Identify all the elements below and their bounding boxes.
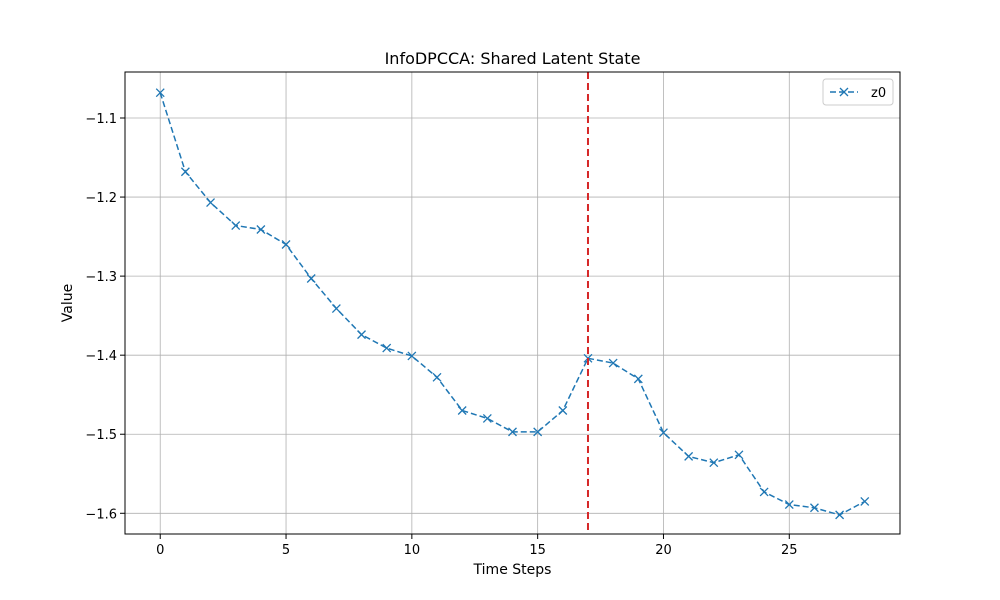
- axis-ticks: 0 5 10 15 20 25 −1.6 −1.5 −1.4 −1.3 −1.2 −1.1: [85, 112, 797, 558]
- data-point-marker: [331, 304, 341, 313]
- plot-data: [155, 72, 870, 534]
- data-point-marker: [256, 225, 266, 234]
- y-tick-label: −1.6: [85, 507, 117, 522]
- data-point-marker: [231, 221, 241, 230]
- legend-marker-z0: [839, 87, 849, 97]
- legend-marker-x: [839, 87, 849, 97]
- data-point-marker: [734, 450, 744, 460]
- data-point-marker: [759, 487, 769, 497]
- data-point-marker: [382, 343, 392, 353]
- data-point-marker: [860, 496, 870, 506]
- x-tick-label: 0: [156, 543, 164, 558]
- y-tick-label: −1.3: [85, 270, 117, 285]
- data-point-marker: [206, 198, 216, 208]
- data-point-marker: [684, 451, 694, 461]
- data-point-marker: [407, 351, 417, 361]
- x-tick-label: 25: [781, 543, 798, 558]
- data-point-marker: [508, 427, 517, 437]
- y-tick-label: −1.2: [85, 191, 117, 206]
- x-tick-label: 20: [655, 543, 672, 558]
- data-point-marker: [457, 406, 467, 415]
- plot-frame: [124, 71, 901, 535]
- data-point-marker: [633, 374, 643, 384]
- data-point-marker: [659, 428, 668, 438]
- data-point-marker: [432, 372, 442, 382]
- y-tick-label: −1.4: [85, 349, 117, 364]
- legend: z0: [822, 78, 894, 106]
- data-point-marker: [709, 458, 719, 468]
- y-axis-label: Value: [60, 284, 76, 322]
- data-point-marker: [784, 500, 794, 510]
- data-point-marker: [281, 240, 291, 249]
- data-point-marker: [357, 330, 366, 340]
- grid: [125, 72, 900, 534]
- data-point-marker: [809, 503, 819, 513]
- x-axis-label: Time Steps: [473, 562, 552, 578]
- data-point-marker: [533, 427, 543, 437]
- data-point-marker: [155, 88, 165, 98]
- y-tick-label: −1.1: [85, 112, 117, 127]
- legend-label-z0: z0: [871, 86, 886, 101]
- x-tick-label: 15: [529, 543, 546, 558]
- y-tick-label: −1.5: [85, 428, 117, 443]
- data-point-marker: [558, 406, 568, 415]
- data-point-marker: [482, 413, 492, 423]
- data-point-marker: [835, 510, 845, 520]
- x-tick-label: 10: [404, 543, 421, 558]
- chart-title: InfoDPCCA: Shared Latent State: [385, 49, 641, 68]
- x-tick-label: 5: [282, 543, 290, 558]
- data-point-marker: [608, 358, 618, 368]
- data-point-marker: [180, 167, 190, 177]
- data-point-marker: [306, 274, 316, 283]
